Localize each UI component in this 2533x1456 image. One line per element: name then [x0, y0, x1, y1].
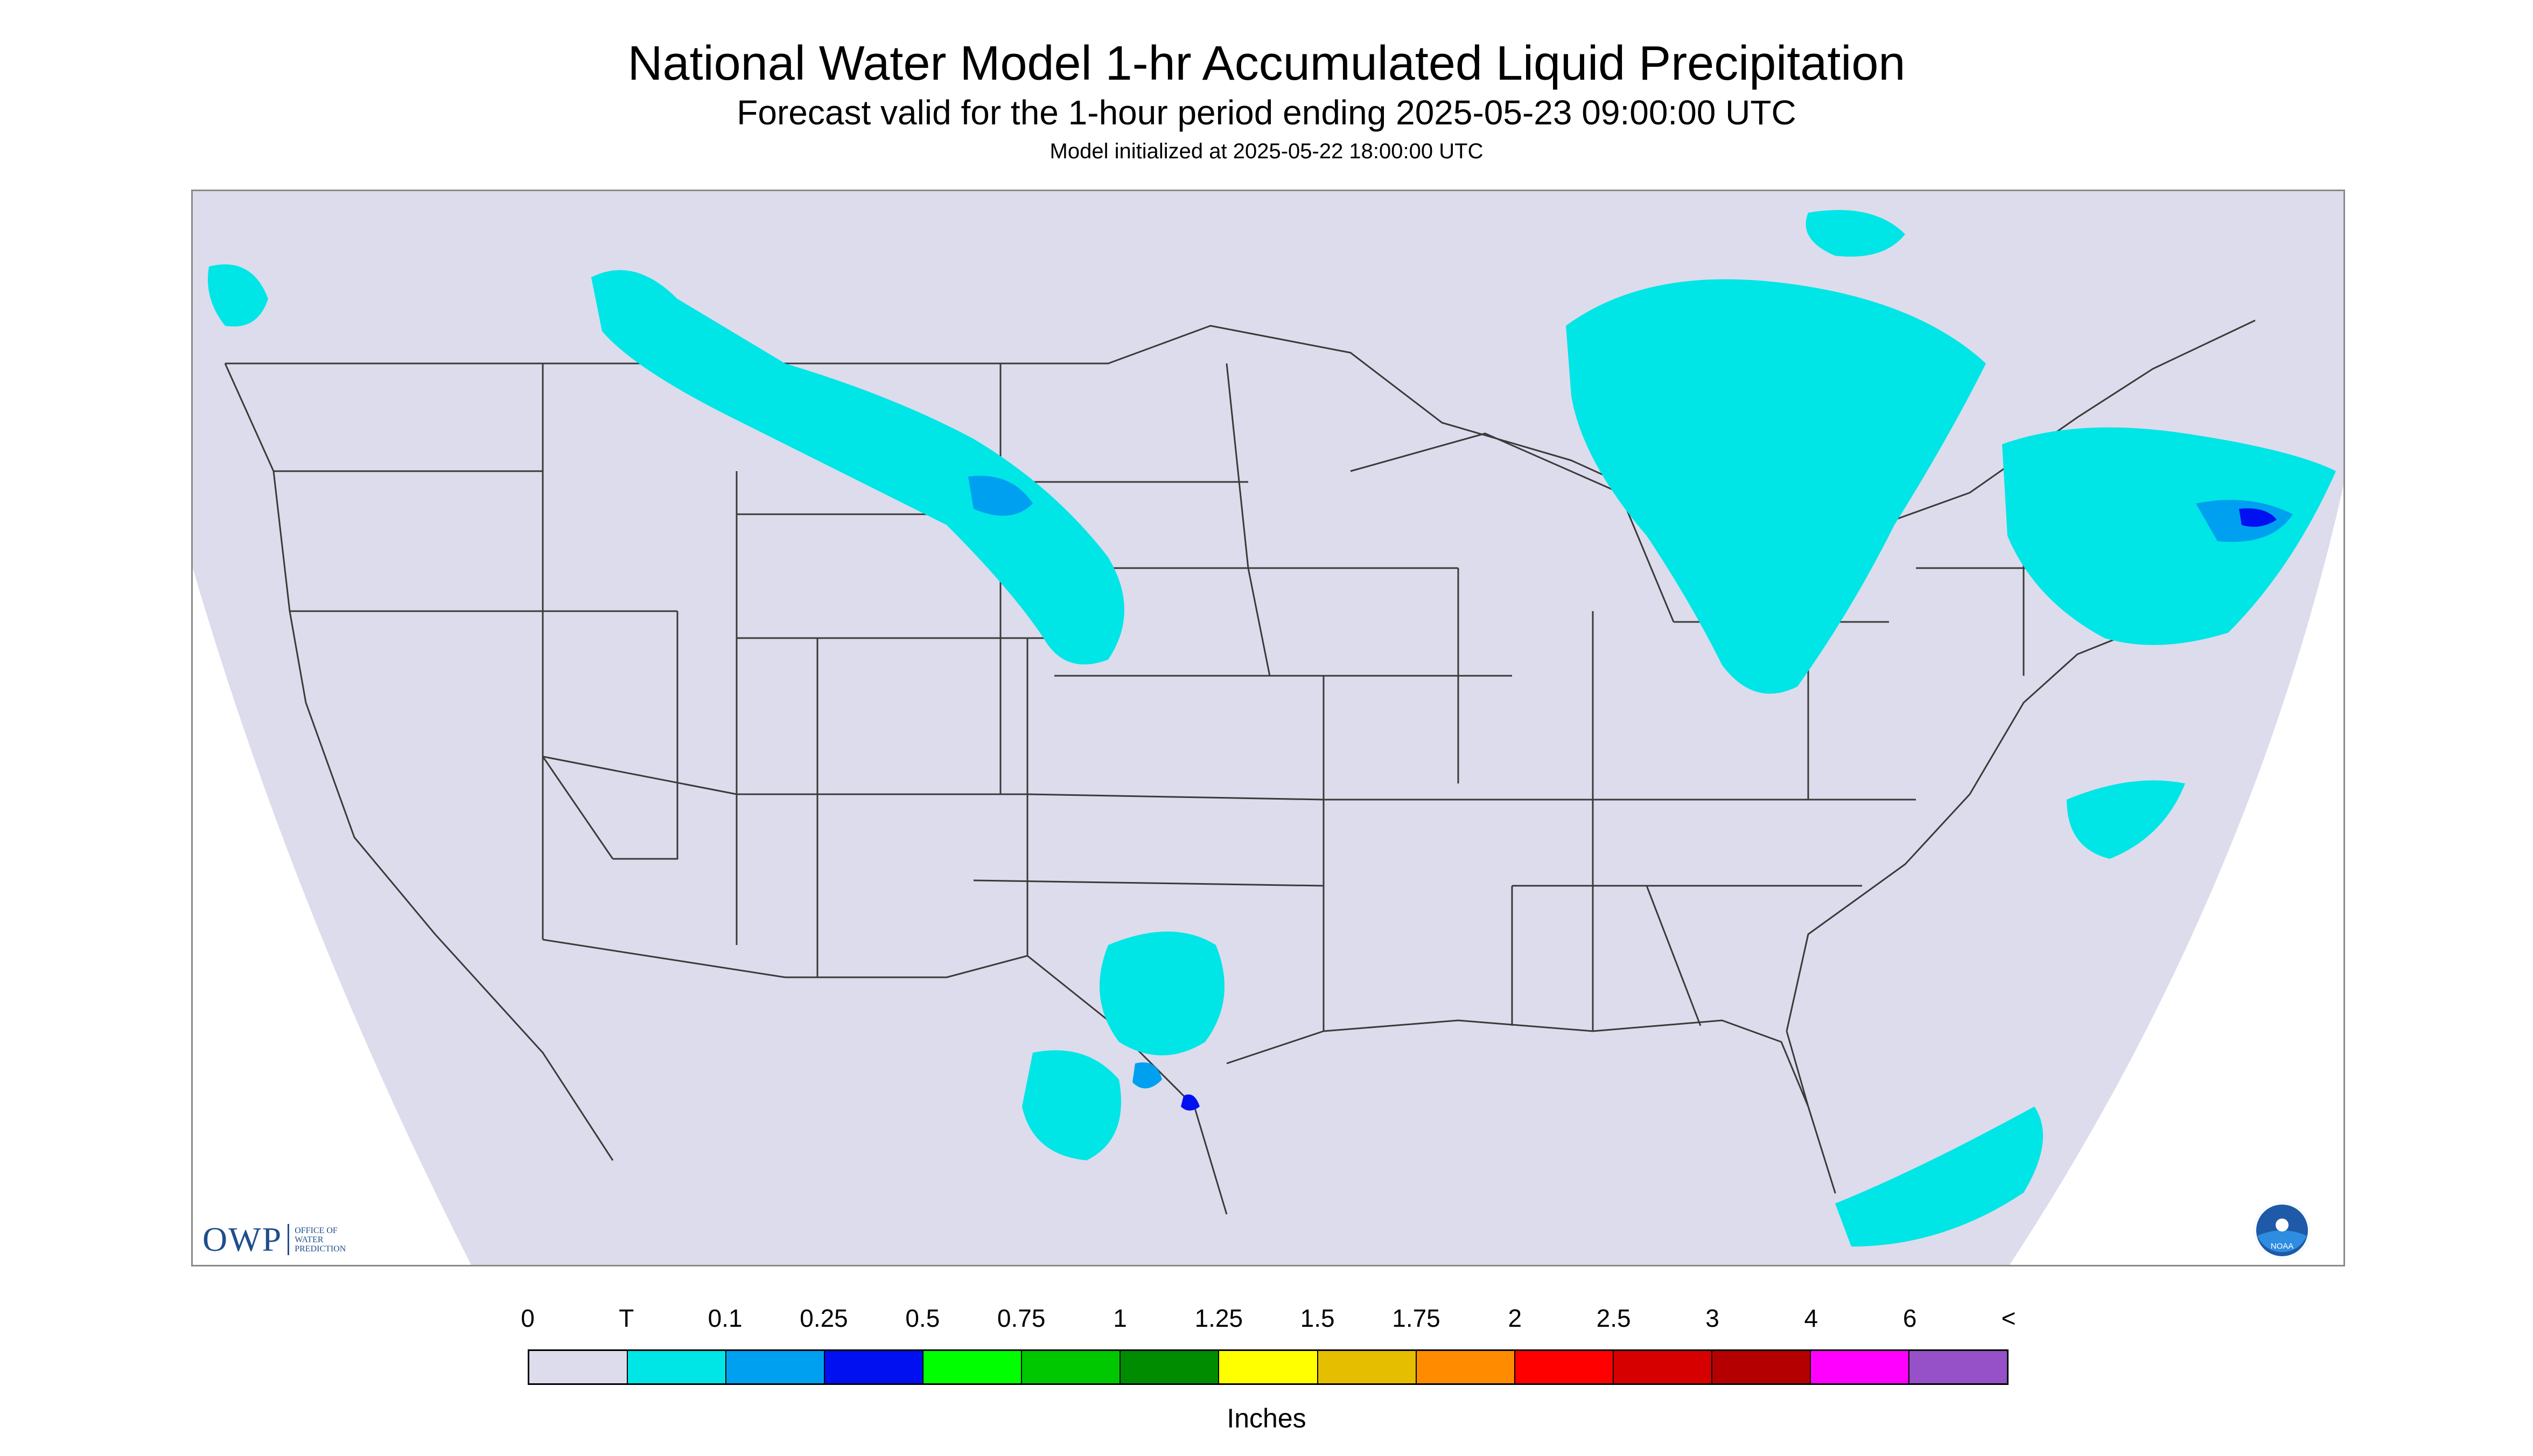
legend-label: 3	[1705, 1304, 1719, 1332]
precip-quarter-new-england	[2239, 508, 2277, 527]
legend-label: 0	[521, 1304, 535, 1332]
state-line	[1646, 885, 1702, 1026]
legend-label: 0.75	[997, 1304, 1046, 1332]
owp-logo-divider	[288, 1224, 290, 1255]
legend-swatch	[1909, 1351, 2007, 1383]
legend-swatch	[1416, 1351, 1515, 1383]
legend-label: 0.25	[800, 1304, 848, 1332]
legend-label: 4	[1804, 1304, 1818, 1332]
legend-label: 1.25	[1194, 1304, 1243, 1332]
owp-line-1: OFFICE OF	[295, 1226, 338, 1235]
precip-tenth-dakotas	[968, 475, 1033, 516]
map-title: National Water Model 1-hr Accumulated Li…	[627, 37, 1906, 90]
precip-quarter-texas	[1181, 1094, 1200, 1111]
legend-label: 6	[1902, 1304, 1917, 1332]
precip-area-canada	[1806, 210, 1905, 257]
legend-color-bar	[528, 1349, 2009, 1385]
coastline-west	[224, 363, 614, 1161]
legend-swatch	[1121, 1351, 1220, 1383]
legend-label: 1.5	[1300, 1304, 1335, 1332]
noaa-logo: NOAA	[2254, 1202, 2310, 1258]
legend-swatch	[529, 1351, 628, 1383]
precipitation-map: NOAA OWP OFFICE OF WATER PREDICTION	[191, 190, 2345, 1266]
owp-line-3: PREDICTION	[295, 1244, 346, 1254]
forecast-valid-subtitle: Forecast valid for the 1-hour period end…	[737, 93, 1796, 132]
legend-swatch	[1613, 1351, 1712, 1383]
owp-logo-subtext: OFFICE OF WATER PREDICTION	[295, 1226, 346, 1254]
legend-label: 0.1	[708, 1304, 743, 1332]
precip-area-gulf	[1835, 1107, 2043, 1247]
legend-label: 0.5	[905, 1304, 940, 1332]
precip-quarter-areas	[1181, 508, 2277, 1111]
gulf-coast	[1226, 1019, 1836, 1194]
precip-area-pacific-nw	[208, 264, 268, 327]
owp-logo-text: OWP	[202, 1220, 283, 1258]
legend-label: 1	[1113, 1304, 1127, 1332]
legend-label: T	[619, 1304, 634, 1332]
precip-area-south-texas	[1022, 1050, 1121, 1160]
legend-swatch	[1712, 1351, 1811, 1383]
legend-swatch	[1810, 1351, 1909, 1383]
legend-units: Inches	[1227, 1403, 1306, 1433]
owp-logo: OWP OFFICE OF WATER PREDICTION	[202, 1220, 346, 1258]
state-line	[973, 879, 1324, 887]
precip-tenth-texas	[1132, 1062, 1162, 1089]
legend-swatch	[1515, 1351, 1614, 1383]
noaa-logo-text: NOAA	[2271, 1242, 2294, 1251]
legend-swatch	[1022, 1351, 1121, 1383]
state-line	[1350, 432, 1675, 622]
legend-label: 2.5	[1596, 1304, 1631, 1332]
legend-label: 1.75	[1392, 1304, 1440, 1332]
owp-line-2: WATER	[295, 1235, 324, 1244]
legend-swatch	[1318, 1351, 1417, 1383]
precip-area-northern-plains	[591, 270, 1124, 664]
map-canvas: NOAA	[193, 191, 2343, 1265]
legend-swatch	[923, 1351, 1023, 1383]
precip-area-atlantic	[2067, 780, 2185, 859]
legend-label: 2	[1508, 1304, 1522, 1332]
legend-labels: 0 T 0.1 0.25 0.5 0.75 1 1.25 1.5 1.75 2 2.5 3 4 6 <	[0, 1304, 2533, 1336]
state-line	[1027, 793, 1324, 801]
model-domain	[193, 191, 2343, 1265]
precip-area-texas	[1100, 932, 1224, 1055]
legend-swatch	[628, 1351, 727, 1383]
state-line	[613, 611, 678, 860]
precip-trace-areas	[208, 210, 2336, 1247]
legend-swatch	[825, 1351, 924, 1383]
model-initialized-text: Model initialized at 2025-05-22 18:00:00…	[1049, 139, 1484, 163]
precip-area-great-lakes	[1566, 279, 1986, 694]
precip-area-northeast	[2002, 427, 2336, 645]
legend-swatch	[1219, 1351, 1318, 1383]
legend-swatch	[726, 1351, 825, 1383]
legend-label: <	[2001, 1304, 2016, 1332]
